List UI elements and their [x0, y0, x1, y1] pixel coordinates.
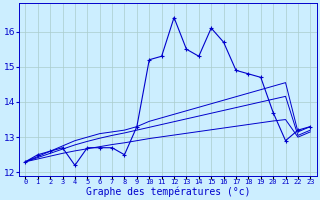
X-axis label: Graphe des températures (°c): Graphe des températures (°c)	[85, 186, 250, 197]
